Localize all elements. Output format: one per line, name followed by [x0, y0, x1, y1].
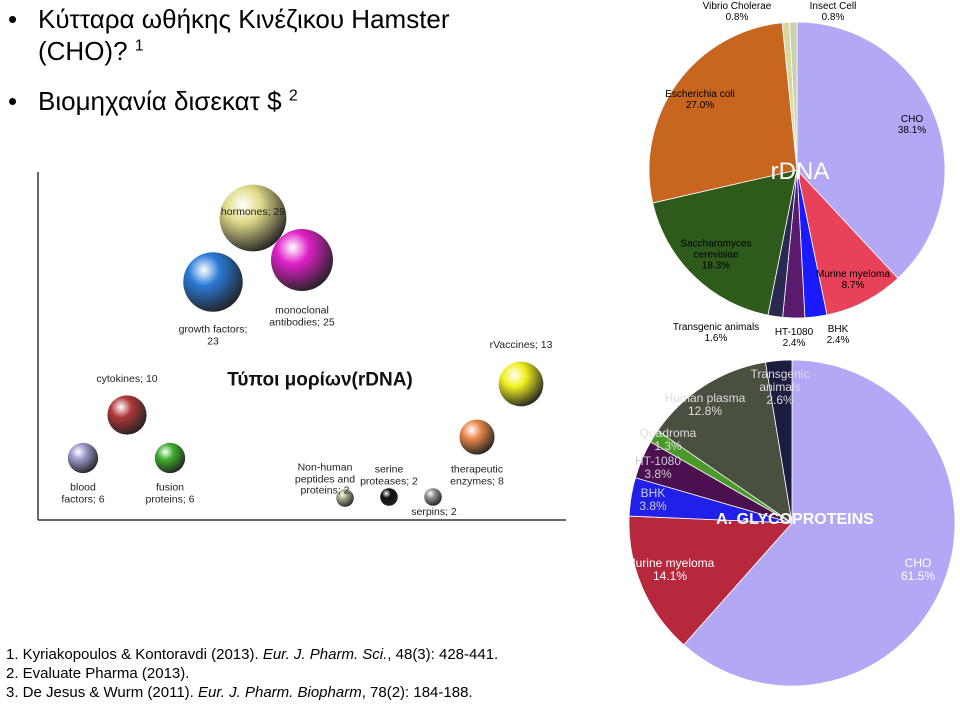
slice-label: CHO 38.1% [867, 114, 957, 136]
slice-category: BHK [827, 324, 849, 335]
pie-slice [765, 359, 793, 524]
slice-label: Murine myeloma 8.7% [808, 269, 898, 291]
pie-slice [648, 22, 798, 204]
slice-category: CHO [904, 555, 932, 570]
reference-text: 3. De Jesus & Wurm (2011). [6, 684, 199, 701]
bubble [67, 442, 99, 474]
slice-label: HT-1080 2.4% [749, 327, 839, 349]
slice-label: Transgenic animals 1.6% [671, 322, 761, 344]
slice-value: 3.8% [644, 467, 672, 481]
slice-category: HT-1080 [634, 453, 682, 468]
slice-category: Saccharomyces cerevisiae [680, 238, 752, 261]
slice-label: Murine myeloma 14.1% [625, 555, 715, 583]
slice-value: 12.8% [687, 404, 723, 418]
slice-label: Quadroma 1.3% [623, 425, 713, 453]
reference: 2. Evaluate Pharma (2013). [6, 665, 189, 682]
pie-slice [683, 359, 956, 687]
bullet-sup: 2 [288, 87, 298, 105]
bubble-label: fusion proteins; 6 [145, 481, 195, 505]
bubble-label: rVaccines; 13 [489, 339, 553, 352]
slice-value: 1.6% [704, 333, 728, 344]
slice-value: 8.7% [841, 280, 865, 291]
reference-text: 1. Kyriakopoulos & Kontoravdi (2013). [6, 646, 263, 663]
bubble [380, 488, 398, 506]
slice-value: 14.1% [652, 569, 688, 583]
reference-text: 2. Evaluate Pharma (2013). [6, 665, 190, 682]
slice-category: Insect Cell [809, 1, 857, 12]
slice-value: 2.6% [766, 393, 794, 408]
bubble-label: growth factors; 23 [178, 323, 248, 347]
slice-category: Human plasma [664, 390, 746, 405]
slice-label: Human plasma 12.8% [660, 390, 750, 418]
pie-slice [628, 515, 793, 646]
slice-category: Transgenic animals [672, 322, 760, 333]
bubble [154, 442, 186, 474]
reference: 1. Kyriakopoulos & Kontoravdi (2013). Eu… [6, 646, 498, 663]
bubble [424, 488, 442, 506]
bullet-text: Κύτταρα ωθήκης Κινέζικου Hamster (CHO)? [38, 4, 450, 66]
bubble-label: hormones; 29 [220, 206, 286, 219]
chart-title: rDNA [770, 157, 830, 185]
slice-value: 18.3% [701, 260, 731, 272]
pie-slice [657, 361, 793, 524]
slice-category: Transgenic animals [750, 367, 810, 395]
slice-value: 2.4% [782, 338, 806, 349]
slice-category: Murine myeloma [625, 555, 715, 570]
chart-title: A. GLYCOPROTEINS [716, 511, 874, 529]
bubble-label: monoclonal antibodies; 25 [269, 304, 335, 328]
bullet: Βιομηχανία δισεκατ $ 2 [8, 86, 638, 118]
slice-value: 3.8% [639, 499, 667, 513]
reference-text: , 48(3): 428-441. [387, 646, 499, 663]
slice-label: BHK 3.8% [608, 485, 698, 513]
bubble [498, 361, 544, 407]
slice-label: Vibrio Cholerae 0.8% [692, 1, 782, 23]
bullet-sup: 1 [134, 37, 144, 55]
slice-value: 0.8% [821, 12, 845, 23]
slice-label: Transgenic animals 2.6% [735, 368, 825, 408]
slice-label: Insect Cell 0.8% [788, 1, 878, 23]
slice-category: Vibrio Cholerae [702, 1, 772, 12]
slice-label: BHK 2.4% [793, 324, 883, 346]
bubble-label: serpins; 2 [411, 506, 457, 519]
slice-value: 1.3% [654, 439, 682, 453]
slice-category: Quadroma [639, 425, 697, 440]
bubble-label: Non-human peptides and proteins; 2 [294, 461, 356, 497]
slice-value: 27.0% [685, 100, 715, 111]
pie-slice [652, 169, 798, 316]
bubble-label: blood factors; 6 [61, 481, 105, 505]
reference-text: , 78(2): 184-188. [361, 684, 473, 701]
slice-label: Saccharomyces cerevisiae 18.3% [671, 239, 761, 272]
pie-slice [789, 21, 798, 171]
slice-category: Murine myeloma [816, 269, 890, 280]
reference-text: Eur. J. Pharm. Biopharm [198, 684, 362, 701]
slice-value: 38.1% [897, 125, 927, 136]
bubble [107, 395, 147, 435]
slice-label: CHO 61.5% [873, 555, 960, 583]
slice-category: Escherichia coli [665, 89, 735, 100]
slice-category: HT-1080 [774, 327, 814, 338]
slice-category: CHO [900, 114, 924, 125]
bubble [459, 419, 495, 455]
bubble-label: cytokines; 10 [96, 373, 158, 386]
slice-value: 2.4% [826, 335, 850, 346]
chart-title: Τύποι μορίων(rDNA) [227, 369, 413, 391]
bubble [271, 229, 333, 291]
bubble [183, 252, 243, 312]
bubble [219, 184, 287, 252]
slice-label: HT-1080 3.8% [613, 453, 703, 481]
reference-text: Eur. J. Pharm. Sci. [262, 646, 388, 663]
bubble-label: serine proteases; 2 [360, 463, 418, 487]
bubble-label: therapeutic enzymes; 8 [450, 463, 504, 487]
slice-label: Escherichia coli 27.0% [655, 89, 745, 111]
slice-value: 61.5% [900, 569, 936, 583]
slice-value: 0.8% [725, 12, 749, 23]
reference: 3. De Jesus & Wurm (2011). Eur. J. Pharm… [6, 684, 473, 701]
bubble [336, 489, 354, 507]
bullet-text: Βιομηχανία δισεκατ $ [38, 86, 282, 116]
pie-slice [796, 21, 946, 279]
bullet: Κύτταρα ωθήκης Κινέζικου Hamster (CHO)? … [8, 4, 538, 67]
slice-category: BHK [640, 485, 666, 500]
